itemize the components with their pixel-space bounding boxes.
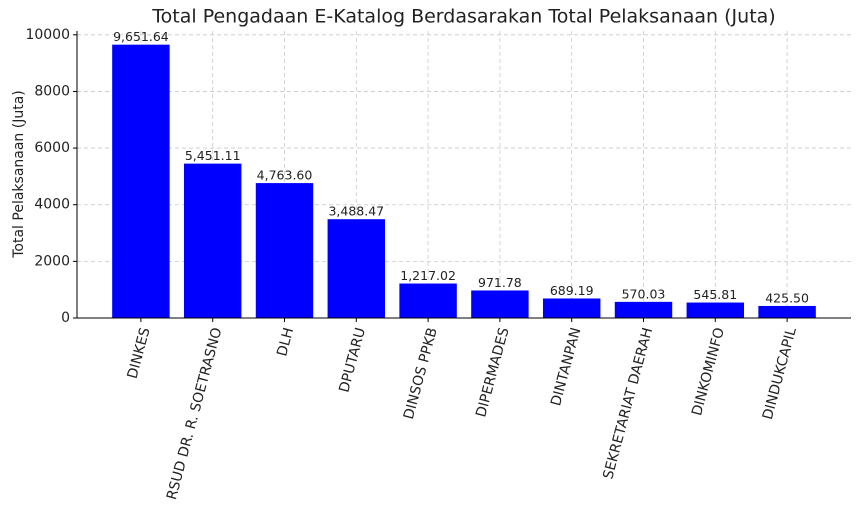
bar [399, 283, 457, 318]
value-label: 1,217.02 [400, 268, 456, 283]
bar [112, 44, 170, 319]
y-tick-label: 10000 [25, 27, 70, 43]
bar [614, 301, 673, 318]
y-tick-label: 4000 [34, 197, 70, 213]
value-label: 3,488.47 [328, 204, 384, 219]
x-tick-label: DPUTARU [336, 326, 369, 394]
value-label: 9,651.64 [113, 29, 169, 44]
x-tick-label: DINTANPAN [548, 326, 584, 408]
x-tick-label: DIPERMADES [473, 326, 512, 419]
x-tick-label: DLH [274, 326, 297, 358]
bar [758, 305, 816, 318]
y-axis-label: Total Pelaksanaan (Juta) [11, 90, 27, 259]
x-tick-label: DINDUKCAPIL [760, 326, 800, 422]
value-label: 689.19 [550, 283, 594, 298]
bar [183, 163, 242, 318]
value-label: 971.78 [478, 275, 522, 290]
x-tick-label: SEKRETARIAT DAERAH [600, 326, 656, 481]
value-label: 4,763.60 [257, 168, 313, 183]
value-label: 570.03 [622, 286, 666, 301]
x-tick-label: DINKES [125, 326, 154, 381]
x-tick-label: DINKOMINFO [689, 326, 728, 418]
x-tick-label: DINSOS PPKB [401, 326, 441, 421]
y-tick-label: 6000 [34, 140, 70, 156]
bar [255, 183, 314, 318]
bar [542, 298, 601, 318]
y-tick-label: 8000 [34, 83, 70, 99]
value-label: 425.50 [765, 290, 809, 305]
value-label: 5,451.11 [185, 148, 241, 163]
value-label: 545.81 [693, 287, 737, 302]
y-tick-label: 2000 [34, 253, 70, 269]
chart-title: Total Pengadaan E-Katalog Berdasarakan T… [151, 6, 775, 28]
bar [327, 219, 386, 318]
bar [471, 290, 529, 318]
bar [686, 302, 745, 318]
y-tick-label: 0 [61, 310, 70, 326]
x-tick-label: RSUD DR. R. SOETRASNO [164, 326, 225, 502]
